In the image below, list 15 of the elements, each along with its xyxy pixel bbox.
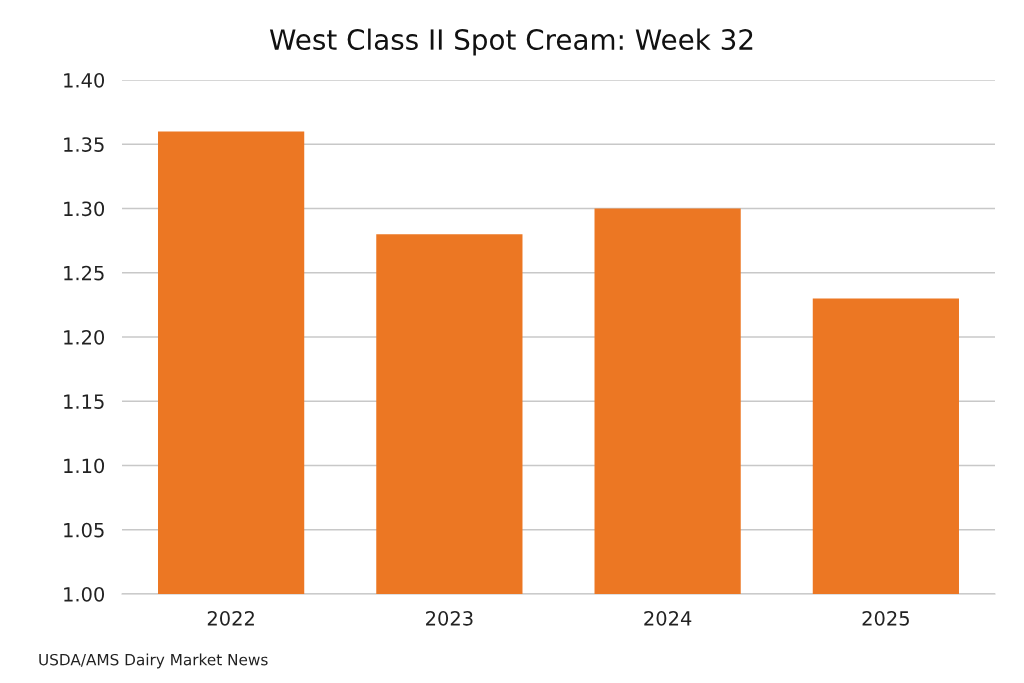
y-tick-label: 1.20 (64, 329, 105, 345)
y-tick-label: 1.30 (64, 201, 105, 217)
y-tick-label: 1.00 (64, 586, 105, 602)
x-tick-label: 2025 (862, 611, 909, 626)
x-tick-label: 2023 (426, 611, 473, 626)
y-tick-label: 1.05 (64, 522, 104, 538)
y-tick-label: 1.25 (64, 265, 104, 281)
y-tick-label: 1.10 (64, 458, 105, 474)
chart-title: West Class II Spot Cream: Week 32 (269, 28, 753, 56)
y-tick-label: 1.15 (64, 394, 104, 409)
y-tick-label: 1.35 (64, 137, 104, 152)
text: USDA/AMS Dairy Market News (39, 653, 268, 669)
y-tick-label: 1.40 (64, 72, 105, 88)
x-tick-label: 2024 (644, 611, 692, 626)
x-tick-label: 2022 (207, 611, 254, 626)
